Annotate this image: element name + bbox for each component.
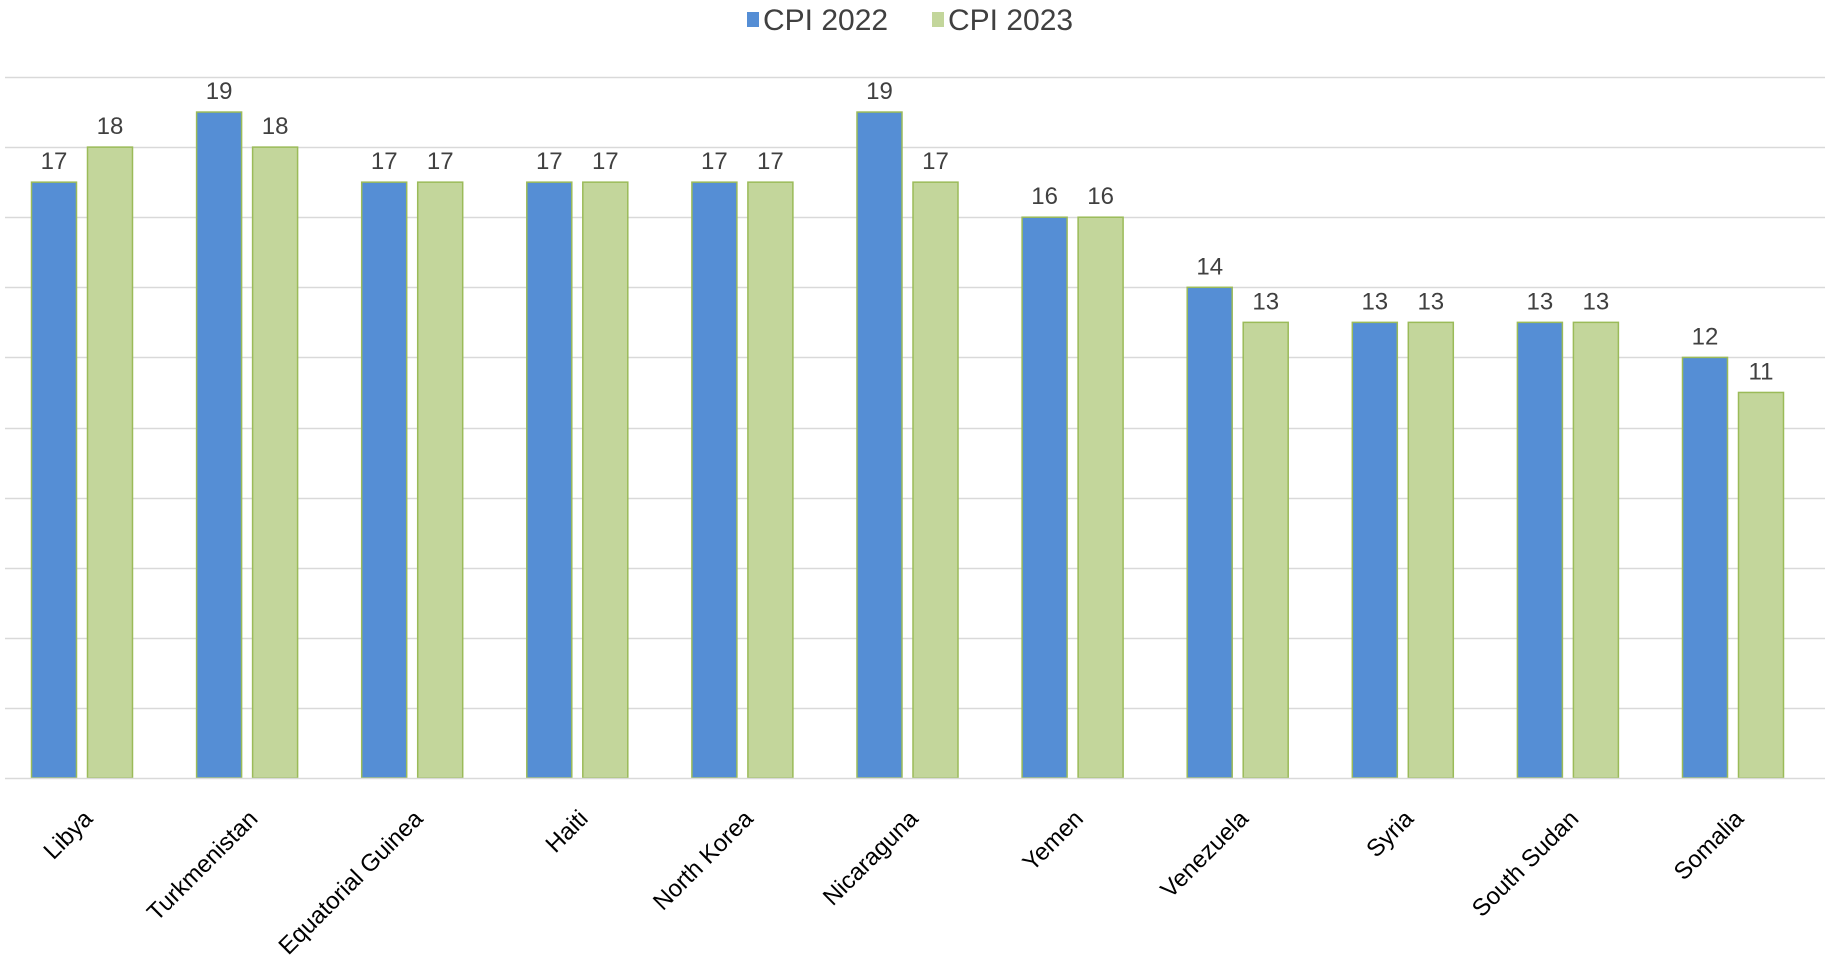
data-label: 13: [1527, 288, 1554, 315]
bar: [1681, 356, 1729, 779]
data-label: 12: [1692, 323, 1719, 350]
x-tick-label: Nicaraguna: [818, 805, 924, 911]
bar: [856, 111, 903, 779]
x-tick-label: Turkmenistan: [142, 805, 263, 926]
x-axis: Libya Turkmenistan Equatorial Guinea Haiti N…: [5, 777, 1825, 960]
legend-label-cpi-2022: CPI 2022: [763, 4, 888, 37]
bars: [30, 111, 1785, 779]
bar: [691, 181, 738, 779]
bar: [1407, 321, 1455, 779]
bar: [1572, 321, 1620, 779]
data-label: 18: [262, 113, 289, 140]
data-label: 17: [701, 148, 728, 175]
x-tick-label: Venezuela: [1156, 805, 1255, 904]
bar: [1021, 216, 1068, 779]
data-label: 17: [922, 148, 949, 175]
bar: [912, 181, 959, 779]
legend-swatch-cpi-2023: [932, 12, 944, 27]
data-label: 13: [1252, 288, 1279, 315]
data-label: 16: [1031, 183, 1058, 210]
data-label: 13: [1417, 288, 1444, 315]
bar: [1737, 391, 1785, 779]
data-label: 17: [592, 148, 619, 175]
bar: [360, 181, 408, 779]
x-tick-label: South Sudan: [1467, 805, 1584, 922]
data-label: 17: [41, 148, 68, 175]
data-label: 19: [206, 78, 233, 105]
bar: [1186, 286, 1233, 779]
x-tick-label: Yemen: [1018, 805, 1089, 876]
x-tick-label: Libya: [39, 805, 99, 865]
bar: [195, 111, 243, 779]
x-tick-label: Somalia: [1669, 805, 1750, 886]
data-label: 17: [427, 148, 454, 175]
bar: [1077, 216, 1124, 779]
bar: [86, 146, 134, 779]
legend-swatch-cpi-2022: [747, 12, 759, 27]
bar: [416, 181, 464, 779]
x-tick-label: Equatorial Guinea: [273, 805, 428, 960]
data-label: 16: [1087, 183, 1114, 210]
data-label: 11: [1749, 358, 1774, 385]
bar: [747, 181, 794, 779]
bar: [582, 181, 629, 779]
data-label: 13: [1361, 288, 1388, 315]
bar: [30, 181, 78, 779]
data-label: 19: [866, 78, 893, 105]
data-label: 18: [97, 113, 124, 140]
x-tick-label: Haiti: [540, 805, 593, 858]
data-labels: 17 18 19 18 17 17 17 17 17 17 19 17 16 16 14 13 13 13 13 13…: [41, 78, 1774, 385]
bar: [526, 181, 573, 779]
bar: [1242, 321, 1289, 779]
legend: CPI 2022 CPI 2023: [747, 4, 1073, 37]
data-label: 13: [1583, 288, 1610, 315]
x-tick-label: North Korea: [648, 805, 759, 916]
x-tick-label: Syria: [1361, 805, 1419, 863]
data-label: 17: [536, 148, 563, 175]
legend-label-cpi-2023: CPI 2023: [948, 4, 1073, 37]
data-label: 14: [1196, 253, 1223, 280]
data-label: 17: [757, 148, 784, 175]
data-label: 17: [371, 148, 398, 175]
bar: [1516, 321, 1564, 779]
bar: [251, 146, 299, 779]
bar: [1351, 321, 1399, 779]
